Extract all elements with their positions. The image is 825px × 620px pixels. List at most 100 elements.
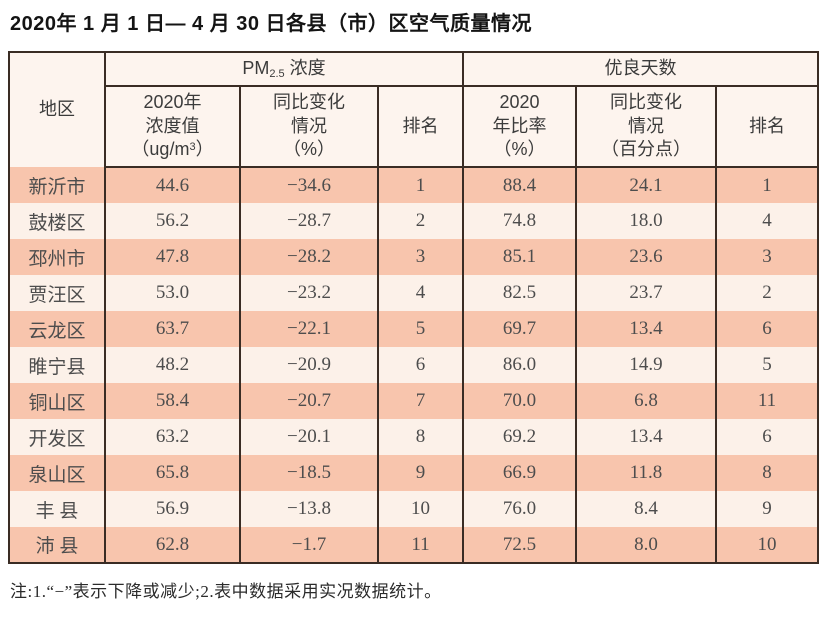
cubic-superscript: 3	[189, 141, 196, 154]
region-cell: 泉山区	[28, 464, 86, 486]
pm-change-cell: −23.2	[239, 275, 378, 311]
pm-rank-cell: 5	[377, 311, 463, 347]
good-ratio-change-cell: 24.1	[575, 167, 716, 203]
pm-rank-cell: 4	[377, 275, 463, 311]
region-cell: 丰 县	[35, 500, 79, 522]
col-group-good-days: 优良天数	[463, 52, 819, 87]
good-rank-cell: 5	[714, 347, 819, 383]
good-ratio-change-cell: 6.8	[575, 383, 716, 419]
pm-value-cell: 62.8	[104, 527, 240, 563]
col-header-pm-value: 2020年 浓度值 （ug/m3）	[105, 86, 240, 168]
pm-change-cell: −20.7	[239, 383, 378, 419]
pm-change-cell: −1.7	[239, 527, 378, 563]
region-cell: 云龙区	[28, 320, 86, 342]
good-rank-cell: 8	[714, 455, 819, 491]
pm-value-cell: 63.7	[104, 311, 240, 347]
pm-change-cell: −20.9	[239, 347, 378, 383]
col-group-pm25: PM2.5 浓度	[105, 52, 464, 87]
col-header-good-ratio: 2020 年比率 （%）	[462, 86, 576, 168]
good-ratio-cell: 85.1	[462, 239, 576, 275]
good-rank-cell: 10	[714, 527, 819, 563]
pm-label: PM	[242, 57, 270, 78]
table-body: 新沂市 44.6 −34.6 1 88.4 24.1 1 鼓楼区 56.2 −28.7 2 74.8 1…	[9, 167, 819, 563]
pm-change-cell: −20.1	[239, 419, 378, 455]
pm-value-cell: 44.6	[104, 167, 240, 203]
good-ratio-cell: 72.5	[462, 527, 576, 563]
good-rank-cell: 6	[714, 419, 819, 455]
pm-change-cell: −28.7	[239, 203, 378, 239]
pm-rank-cell: 7	[377, 383, 463, 419]
pm-rank-cell: 1	[377, 167, 463, 203]
good-rank-cell: 3	[714, 239, 819, 275]
good-ratio-change-cell: 13.4	[575, 419, 716, 455]
good-ratio-cell: 86.0	[462, 347, 576, 383]
pm-label-suffix: 浓度	[284, 57, 326, 78]
pm-rank-cell: 9	[377, 455, 463, 491]
good-rank-cell: 11	[714, 383, 819, 419]
footnote: 注:1.“−”表示下降或减少;2.表中数据采用实况数据统计。	[10, 582, 442, 601]
page: 2020年 1 月 1 日— 4 月 30 日各县（市）区空气质量情况 地区 P…	[8, 13, 820, 601]
pm-rank-cell: 3	[377, 239, 463, 275]
pm-value-cell: 47.8	[104, 239, 240, 275]
good-ratio-change-cell: 8.0	[575, 527, 716, 563]
pm-value-cell: 65.8	[104, 455, 240, 491]
air-quality-table: 地区 PM2.5 浓度 优良天数 2020年 浓度值 （ug/m3） 同比变化 …	[8, 51, 820, 564]
good-ratio-cell: 88.4	[462, 167, 576, 203]
pm-change-cell: −18.5	[239, 455, 378, 491]
pm-change-cell: −22.1	[239, 311, 378, 347]
pm-rank-cell: 6	[377, 347, 463, 383]
col-header-good-change: 同比变化 情况 （百分点）	[575, 86, 716, 168]
col-header-pm-change: 同比变化 情况 （%）	[239, 86, 378, 168]
page-title: 2020年 1 月 1 日— 4 月 30 日各县（市）区空气质量情况	[10, 13, 533, 35]
pm-value-cell: 63.2	[104, 419, 240, 455]
pm-change-cell: −13.8	[239, 491, 378, 527]
table-row: 云龙区 63.7 −22.1 5 69.7 13.4 6	[9, 311, 819, 347]
good-rank-cell: 6	[714, 311, 819, 347]
pm-value-cell: 56.2	[104, 203, 240, 239]
pm-rank-cell: 11	[377, 527, 463, 563]
good-ratio-change-cell: 18.0	[575, 203, 716, 239]
good-ratio-cell: 74.8	[462, 203, 576, 239]
table-row: 沛 县 62.8 −1.7 11 72.5 8.0 10	[9, 527, 819, 563]
region-cell: 睢宁县	[28, 356, 86, 378]
good-ratio-cell: 69.2	[462, 419, 576, 455]
pm-rank-cell: 2	[377, 203, 463, 239]
pm-value-cell: 58.4	[104, 383, 240, 419]
pm-change-cell: −34.6	[239, 167, 378, 203]
region-cell: 新沂市	[28, 176, 86, 198]
pm-value-cell: 53.0	[104, 275, 240, 311]
good-rank-cell: 9	[714, 491, 819, 527]
good-rank-cell: 2	[714, 275, 819, 311]
good-ratio-cell: 70.0	[462, 383, 576, 419]
pm-value-cell: 48.2	[104, 347, 240, 383]
good-ratio-change-cell: 14.9	[575, 347, 716, 383]
good-ratio-change-cell: 23.6	[575, 239, 716, 275]
good-ratio-cell: 69.7	[462, 311, 576, 347]
pm-change-cell: −28.2	[239, 239, 378, 275]
good-rank-cell: 1	[714, 167, 819, 203]
table-row: 开发区 63.2 −20.1 8 69.2 13.4 6	[9, 419, 819, 455]
good-ratio-change-cell: 11.8	[575, 455, 716, 491]
good-ratio-change-cell: 23.7	[575, 275, 716, 311]
pm-rank-cell: 10	[377, 491, 463, 527]
region-cell: 开发区	[28, 428, 86, 450]
table-row: 丰 县 56.9 −13.8 10 76.0 8.4 9	[9, 491, 819, 527]
good-ratio-cell: 66.9	[462, 455, 576, 491]
table-row: 鼓楼区 56.2 −28.7 2 74.8 18.0 4	[9, 203, 819, 239]
col-header-pm-rank: 排名	[377, 86, 463, 168]
col-header-good-rank: 排名	[714, 86, 819, 168]
col-header-region: 地区	[9, 52, 106, 167]
table-row: 铜山区 58.4 −20.7 7 70.0 6.8 11	[9, 383, 819, 419]
pm-subscript: 2.5	[269, 67, 285, 80]
good-ratio-cell: 82.5	[462, 275, 576, 311]
table-header: 地区 PM2.5 浓度 优良天数 2020年 浓度值 （ug/m3） 同比变化 …	[9, 52, 819, 168]
table-row: 新沂市 44.6 −34.6 1 88.4 24.1 1	[9, 167, 819, 203]
region-cell: 邳州市	[28, 248, 86, 270]
pm-value-cell: 56.9	[104, 491, 240, 527]
good-ratio-change-cell: 13.4	[575, 311, 716, 347]
region-cell: 鼓楼区	[28, 212, 86, 234]
pm-rank-cell: 8	[377, 419, 463, 455]
table-row: 睢宁县 48.2 −20.9 6 86.0 14.9 5	[9, 347, 819, 383]
table-row: 泉山区 65.8 −18.5 9 66.9 11.8 8	[9, 455, 819, 491]
table-row: 邳州市 47.8 −28.2 3 85.1 23.6 3	[9, 239, 819, 275]
